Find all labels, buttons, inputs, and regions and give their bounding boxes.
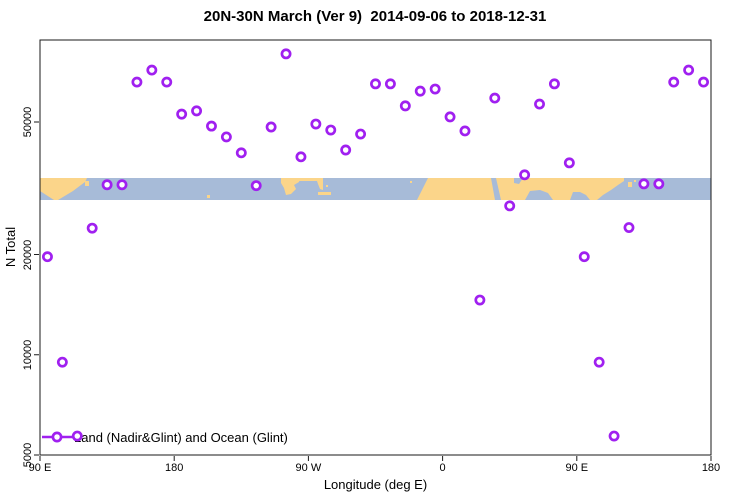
data-point: [176, 108, 188, 120]
scatter-series: [42, 48, 709, 442]
data-point: [668, 76, 680, 88]
data-point: [370, 78, 381, 90]
data-point: [355, 128, 367, 140]
data-point: [638, 178, 650, 190]
legend-label: Land (Nadir&Glint) and Ocean (Glint): [74, 430, 288, 445]
data-point: [444, 111, 456, 123]
data-point: [325, 124, 337, 136]
data-point: [578, 251, 590, 263]
data-point: [459, 125, 471, 137]
x-tick-label: 90 W: [295, 462, 322, 474]
land-patch: [207, 195, 210, 198]
data-point: [250, 180, 262, 192]
plot-border: [39, 39, 712, 456]
data-point: [608, 430, 620, 442]
data-point: [474, 294, 486, 306]
x-tick-label: 0: [439, 462, 446, 474]
data-point: [295, 151, 307, 163]
data-point: [399, 100, 411, 112]
y-tick-label: 20000: [22, 239, 34, 270]
data-point: [534, 98, 545, 110]
land-patch: [410, 181, 412, 183]
data-point: [235, 147, 247, 159]
data-point: [340, 144, 352, 156]
land-patch: [85, 181, 89, 186]
land-patch: [281, 178, 300, 195]
x-tick-label: 180: [701, 462, 721, 474]
data-point: [623, 222, 635, 233]
ocean-patch: [570, 192, 590, 200]
ocean-patch: [514, 178, 523, 184]
map-band: [40, 178, 711, 200]
land-patch: [634, 180, 636, 182]
x-tick-label: 90 E: [565, 462, 589, 474]
ocean-patch: [491, 178, 501, 200]
data-point: [653, 178, 665, 190]
chart-title: 20N-30N March (Ver 9) 2014-09-06 to 2018…: [203, 8, 547, 25]
land-patch: [628, 182, 632, 187]
y-axis-title: N Total: [3, 226, 18, 268]
data-point: [698, 76, 709, 88]
y-tick-label: 50000: [22, 106, 34, 138]
data-point: [429, 83, 441, 95]
y-tick-label: 10000: [22, 339, 34, 371]
data-point: [414, 85, 426, 97]
data-point: [42, 251, 53, 263]
data-point: [131, 76, 143, 88]
data-point: [280, 48, 292, 60]
axis-ticks: [34, 121, 712, 461]
data-point: [146, 64, 158, 76]
data-point: [220, 131, 232, 143]
data-point: [206, 120, 217, 132]
data-point: [116, 179, 128, 191]
data-point: [489, 92, 501, 104]
data-point: [161, 76, 173, 88]
data-point: [384, 78, 396, 90]
data-point: [548, 78, 560, 90]
data-point: [265, 121, 277, 133]
data-point: [310, 118, 322, 130]
x-tick-label: 180: [165, 462, 184, 474]
ocean-patch: [525, 190, 553, 200]
land-patch: [417, 178, 624, 200]
x-axis-title: Longitude (deg E): [323, 477, 428, 492]
land-patch: [299, 178, 323, 190]
legend-marker: [42, 431, 77, 443]
data-point: [593, 356, 605, 368]
data-point: [101, 179, 113, 191]
y-tick-label: 5000: [22, 442, 34, 468]
x-tick-label: 90 E: [28, 462, 52, 474]
land-patch: [326, 185, 328, 187]
ocean-base: [40, 178, 711, 200]
data-point: [563, 157, 575, 169]
data-point: [683, 64, 695, 76]
data-point: [191, 105, 203, 117]
data-point: [56, 356, 68, 368]
data-point: [504, 200, 516, 212]
land-patch: [40, 178, 87, 200]
data-point: [86, 222, 98, 234]
land-patch: [318, 192, 331, 195]
data-point: [519, 169, 531, 181]
